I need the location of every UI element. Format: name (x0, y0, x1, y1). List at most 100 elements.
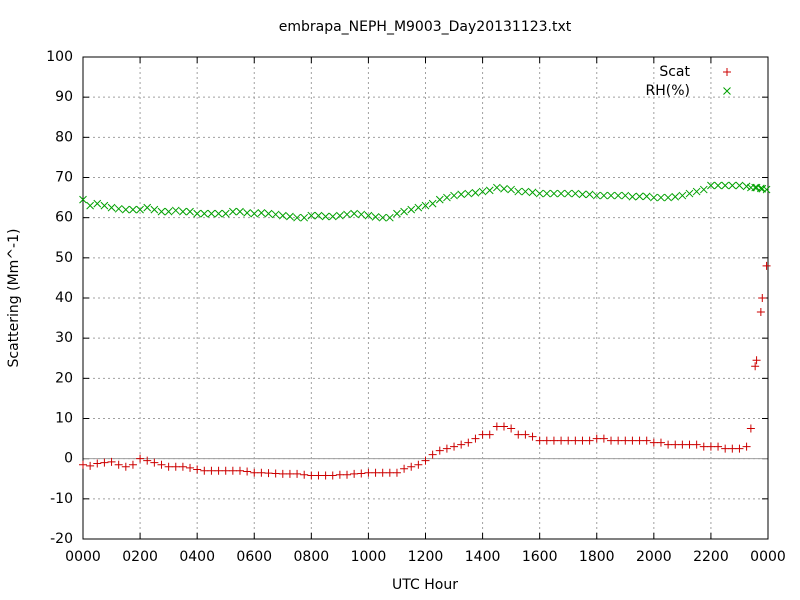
point (514, 430, 523, 439)
point (186, 207, 194, 216)
plot-border (82, 56, 769, 540)
point (443, 193, 451, 202)
x-tick-label: 0000 (65, 549, 101, 565)
point (236, 207, 244, 216)
point (671, 440, 680, 449)
point (385, 468, 394, 477)
y-tick-label: -10 (50, 491, 73, 507)
point (699, 442, 708, 451)
point (751, 362, 760, 371)
point (762, 261, 771, 270)
point (357, 210, 366, 219)
point (678, 191, 687, 200)
point (557, 189, 565, 198)
point (393, 209, 401, 218)
point (264, 469, 273, 478)
point (321, 212, 330, 221)
x-tick-label: 0400 (179, 549, 215, 565)
point (250, 209, 259, 218)
point (542, 189, 551, 198)
point (314, 471, 323, 480)
point (407, 205, 416, 214)
point (746, 424, 755, 433)
point (758, 294, 767, 302)
point (528, 188, 537, 197)
point (179, 207, 187, 216)
point (699, 185, 708, 194)
point (86, 461, 95, 470)
point (492, 422, 501, 431)
point (585, 190, 594, 199)
point (635, 192, 644, 201)
point (685, 189, 694, 198)
x-tick-label: 0200 (122, 549, 158, 565)
point (664, 193, 672, 202)
point (271, 210, 280, 219)
point (714, 442, 723, 451)
y-tick-label: 70 (55, 170, 73, 186)
point (271, 469, 280, 478)
point (550, 189, 558, 198)
point (428, 450, 437, 459)
point (493, 183, 501, 192)
point (635, 436, 644, 445)
point (585, 436, 594, 445)
point (735, 181, 744, 190)
point (714, 181, 722, 190)
x-tick-label: 2200 (693, 549, 729, 565)
point (649, 193, 658, 202)
point (742, 182, 751, 191)
point (628, 436, 637, 445)
point (657, 193, 665, 202)
point (143, 456, 152, 465)
point (614, 191, 623, 200)
legend-label: RH(%) (646, 83, 690, 99)
point (571, 436, 580, 445)
point (735, 444, 744, 453)
point (136, 454, 145, 463)
point (400, 464, 409, 473)
point (528, 432, 537, 441)
point (707, 181, 715, 190)
point (114, 460, 123, 469)
point (307, 211, 316, 220)
point (86, 201, 94, 210)
point (221, 466, 230, 475)
x-axis-label: UTC Hour (392, 577, 458, 593)
point (328, 471, 337, 480)
point (335, 470, 344, 479)
point (186, 463, 195, 472)
point (756, 308, 765, 317)
point (378, 213, 387, 222)
point (371, 468, 380, 477)
point (621, 191, 630, 200)
point (343, 470, 352, 479)
point (400, 207, 408, 216)
point (442, 444, 451, 453)
point (706, 442, 715, 451)
point (549, 436, 558, 445)
point (243, 467, 252, 476)
point (599, 434, 608, 443)
x-tick-label: 1800 (579, 549, 615, 565)
y-tick-label: 30 (55, 330, 73, 346)
point (79, 195, 87, 204)
x-tick-label: 1200 (408, 549, 444, 565)
point (150, 458, 159, 467)
point (692, 440, 701, 449)
point (171, 462, 180, 471)
y-tick-label: 60 (55, 210, 73, 226)
y-tick-label: 80 (55, 129, 73, 145)
y-tick-label: 50 (55, 250, 73, 266)
point (428, 199, 437, 208)
point (286, 212, 294, 221)
point (671, 192, 680, 201)
point (307, 471, 316, 480)
point (314, 211, 323, 220)
point (207, 209, 216, 218)
point (414, 203, 423, 212)
point (478, 430, 487, 439)
point (200, 466, 209, 475)
point (364, 468, 373, 477)
